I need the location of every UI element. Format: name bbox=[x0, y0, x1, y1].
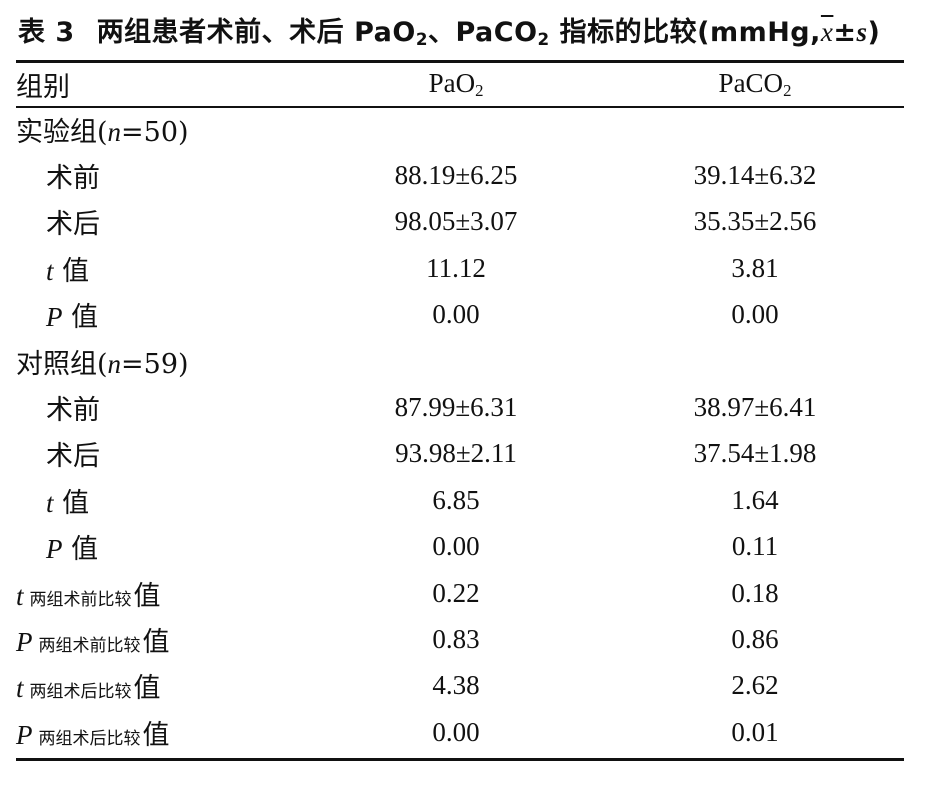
table-row: t 值 6.85 1.64 bbox=[46, 484, 779, 519]
group-label-experimental: 实验组(n=50) bbox=[16, 116, 189, 148]
table-row: 术前 88.19±6.25 39.14±6.32 bbox=[46, 160, 817, 195]
header-paco2: PaCO2 bbox=[718, 67, 792, 101]
group-row-experimental: 实验组(n=50) bbox=[16, 106, 904, 152]
sd-symbol: s bbox=[856, 17, 868, 47]
mean-symbol: x bbox=[820, 17, 834, 47]
table-row: 术后 98.05±3.07 35.35±2.56 bbox=[46, 206, 817, 241]
table-row: t 值 11.12 3.81 bbox=[46, 252, 779, 287]
header-rule bbox=[16, 106, 904, 108]
table-caption: 表 3 两组患者术前、术后 PaO2、PaCO2 指标的比较(mmHg,x±s) bbox=[18, 10, 898, 54]
table-row: 术后 93.98±2.11 37.54±1.98 bbox=[46, 438, 817, 473]
group-label-control: 对照组(n=59) bbox=[16, 348, 189, 380]
comparison-row: t 两组术前比较值 0.22 0.18 bbox=[16, 577, 779, 612]
table-number: 表 3 bbox=[18, 17, 75, 48]
table-row: 术前 87.99±6.31 38.97±6.41 bbox=[46, 392, 817, 427]
table-row: P 值 0.00 0.00 bbox=[46, 299, 779, 334]
comparison-table: 组别 PaO2 PaCO2 实验组(n=50) 术前 88.19±6.25 39… bbox=[16, 63, 904, 755]
bottom-rule bbox=[16, 758, 904, 761]
group-row-control: 对照组(n=59) bbox=[16, 338, 904, 384]
comparison-row: P 两组术后比较值 0.00 0.01 bbox=[16, 716, 779, 751]
header-row: 组别 PaO2 PaCO2 bbox=[16, 63, 904, 106]
comparison-row: P 两组术前比较值 0.83 0.86 bbox=[16, 623, 779, 658]
table-row: P 值 0.00 0.11 bbox=[46, 531, 779, 566]
top-rule bbox=[16, 60, 904, 63]
comparison-row: t 两组术后比较值 4.38 2.62 bbox=[16, 670, 779, 705]
header-pao2: PaO2 bbox=[428, 67, 484, 101]
header-group: 组别 bbox=[16, 72, 70, 103]
caption-title: 两组患者术前、术后 PaO2、PaCO2 指标的比较(mmHg,x±s) bbox=[96, 17, 881, 50]
